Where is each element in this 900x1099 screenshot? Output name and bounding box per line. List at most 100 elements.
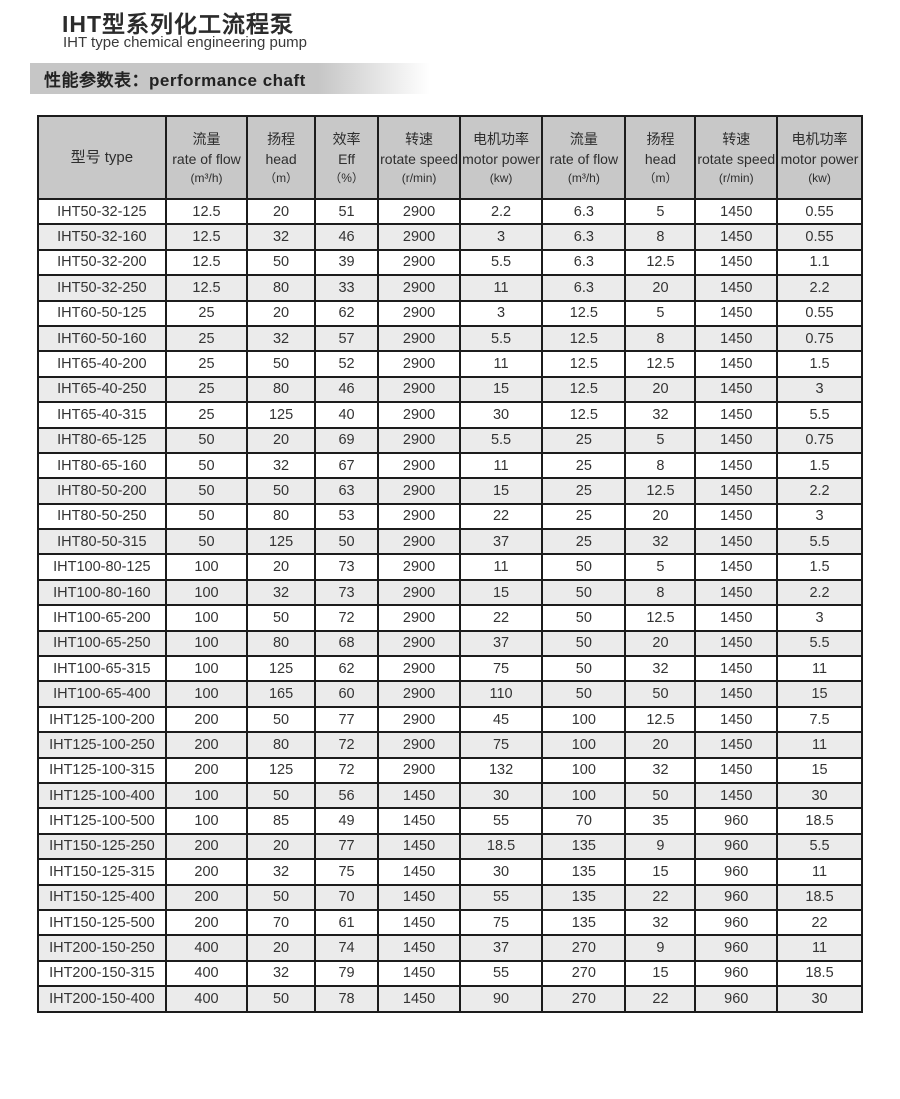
- value-cell: 15: [776, 756, 863, 784]
- table-row: IHT80-65-160 50 32 67 2900 11 25 8 1450 1.5: [37, 451, 863, 480]
- model-cell: IHT50-32-160: [37, 223, 167, 251]
- value-cell: 125: [246, 655, 316, 683]
- value-cell: 2900: [377, 274, 461, 302]
- value-cell: 2900: [377, 350, 461, 378]
- value-cell: 32: [624, 756, 697, 784]
- column-header: 流量 rate of flow (m³/h): [541, 115, 627, 200]
- value-cell: 2900: [377, 324, 461, 353]
- value-cell: 0.55: [776, 223, 863, 251]
- section-label: 性能参数表：performance chaft: [44, 71, 306, 90]
- table-row: IHT125-100-200 200 50 77 2900 45 100 12.5 1450 7.…: [37, 705, 863, 734]
- value-cell: 5.5: [458, 248, 544, 277]
- value-cell: 73: [313, 578, 380, 607]
- value-cell: 12.5: [541, 375, 627, 404]
- model-cell: IHT125-100-500: [37, 807, 167, 835]
- column-header: 扬程 head （m）: [246, 115, 316, 200]
- value-cell: 25: [541, 502, 627, 531]
- value-cell: 50: [164, 451, 249, 480]
- value-cell: 125: [246, 401, 316, 429]
- value-cell: 1.5: [776, 553, 863, 581]
- value-cell: 9: [624, 832, 697, 861]
- value-cell: 1.1: [776, 248, 863, 277]
- value-cell: 55: [458, 959, 544, 988]
- value-cell: 69: [313, 426, 380, 454]
- value-cell: 1450: [694, 705, 779, 734]
- value-cell: 12.5: [624, 248, 697, 277]
- value-cell: 400: [164, 934, 249, 962]
- value-cell: 1450: [694, 731, 779, 759]
- value-cell: 1450: [694, 629, 779, 658]
- value-cell: 125: [246, 528, 316, 556]
- value-cell: 1450: [377, 781, 461, 810]
- model-cell: IHT200-150-315: [37, 959, 167, 988]
- value-cell: 6.3: [541, 197, 627, 226]
- value-cell: 200: [164, 832, 249, 861]
- value-cell: 5: [624, 299, 697, 327]
- value-cell: 55: [458, 807, 544, 835]
- value-cell: 100: [164, 604, 249, 632]
- model-cell: IHT65-40-250: [37, 375, 167, 404]
- value-cell: 165: [246, 680, 316, 708]
- table-row: IHT150-125-500 200 70 61 1450 75 135 32 960 22: [37, 908, 863, 937]
- value-cell: 5.5: [776, 832, 863, 861]
- value-cell: 5: [624, 553, 697, 581]
- value-cell: 132: [458, 756, 544, 784]
- value-cell: 1450: [694, 502, 779, 531]
- model-cell: IHT60-50-125: [37, 299, 167, 327]
- value-cell: 2900: [377, 655, 461, 683]
- table-row: IHT60-50-160 25 32 57 2900 5.5 12.5 8 1450 0.75: [37, 324, 863, 353]
- table-body: IHT50-32-125 12.5 20 51 2900 2.2 6.3 5 1450 0.55 I…: [37, 197, 863, 1013]
- table-row: IHT100-80-125 100 20 73 2900 11 50 5 1450 1.5: [37, 553, 863, 581]
- table-row: IHT50-32-160 12.5 32 46 2900 3 6.3 8 1450 0.55: [37, 223, 863, 251]
- value-cell: 20: [624, 629, 697, 658]
- value-cell: 1450: [694, 350, 779, 378]
- value-cell: 75: [458, 908, 544, 937]
- section-band: 性能参数表：performance chaft: [30, 63, 430, 94]
- value-cell: 25: [164, 401, 249, 429]
- value-cell: 0.75: [776, 324, 863, 353]
- value-cell: 37: [458, 528, 544, 556]
- value-cell: 960: [694, 858, 779, 886]
- value-cell: 46: [313, 223, 380, 251]
- value-cell: 15: [458, 375, 544, 404]
- value-cell: 1450: [694, 324, 779, 353]
- model-cell: IHT125-100-400: [37, 781, 167, 810]
- value-cell: 56: [313, 781, 380, 810]
- value-cell: 61: [313, 908, 380, 937]
- value-cell: 12.5: [624, 350, 697, 378]
- model-cell: IHT150-125-315: [37, 858, 167, 886]
- value-cell: 400: [164, 959, 249, 988]
- value-cell: 135: [541, 858, 627, 886]
- value-cell: 20: [624, 502, 697, 531]
- table-row: IHT65-40-200 25 50 52 2900 11 12.5 12.5 1450 1.5: [37, 350, 863, 378]
- value-cell: 50: [246, 604, 316, 632]
- value-cell: 100: [541, 731, 627, 759]
- value-cell: 50: [246, 781, 316, 810]
- table-row: IHT150-125-400 200 50 70 1450 55 135 22 960 18.5: [37, 883, 863, 911]
- value-cell: 1450: [694, 375, 779, 404]
- value-cell: 3: [776, 375, 863, 404]
- model-cell: IHT65-40-315: [37, 401, 167, 429]
- value-cell: 5: [624, 197, 697, 226]
- table-row: IHT100-65-315 100 125 62 2900 75 50 32 1450 11: [37, 655, 863, 683]
- value-cell: 100: [164, 655, 249, 683]
- value-cell: 1450: [694, 451, 779, 480]
- table-row: IHT125-100-400 100 50 56 1450 30 100 50 1450 30: [37, 781, 863, 810]
- value-cell: 200: [164, 883, 249, 911]
- value-cell: 80: [246, 731, 316, 759]
- value-cell: 50: [246, 883, 316, 911]
- value-cell: 18.5: [776, 959, 863, 988]
- value-cell: 1450: [377, 858, 461, 886]
- value-cell: 100: [541, 705, 627, 734]
- value-cell: 100: [541, 781, 627, 810]
- model-cell: IHT100-65-315: [37, 655, 167, 683]
- value-cell: 1450: [377, 934, 461, 962]
- value-cell: 1450: [694, 578, 779, 607]
- value-cell: 53: [313, 502, 380, 531]
- value-cell: 20: [246, 299, 316, 327]
- value-cell: 8: [624, 324, 697, 353]
- value-cell: 11: [458, 350, 544, 378]
- value-cell: 52: [313, 350, 380, 378]
- value-cell: 50: [246, 477, 316, 505]
- value-cell: 2.2: [458, 197, 544, 226]
